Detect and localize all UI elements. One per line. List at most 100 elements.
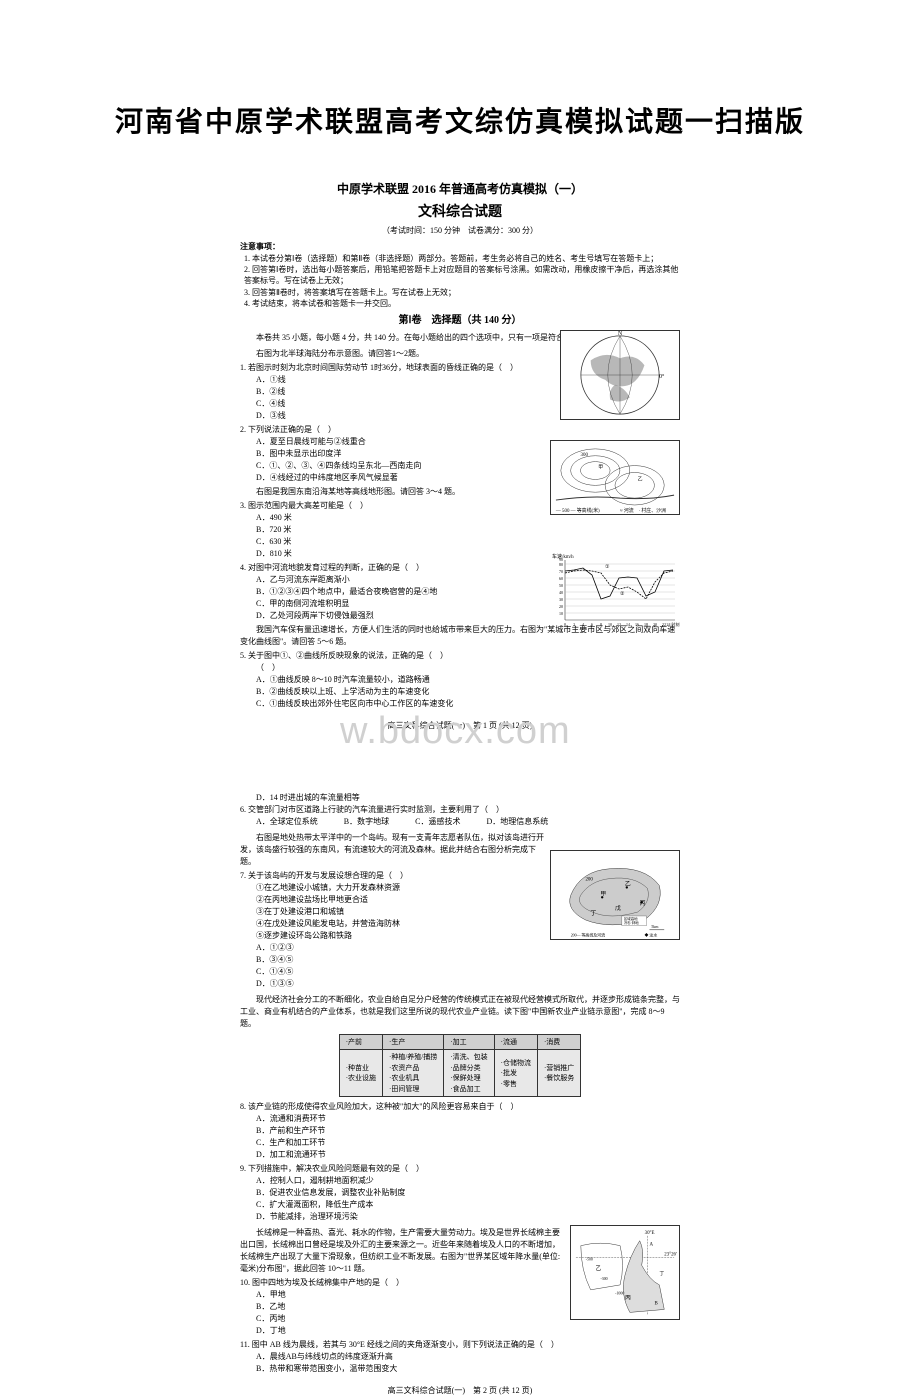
question-7: 7. 关于该岛屿的开发与发展设想合理的是（ ） ①在乙地建设小城镇，大力开发森林… <box>240 870 680 990</box>
q7-stem: 7. 关于该岛屿的开发与发展设想合理的是（ ） <box>240 870 680 882</box>
svg-text:16: 16 <box>635 622 639 627</box>
svg-text:20: 20 <box>653 622 657 627</box>
svg-text:车速/km/h: 车速/km/h <box>552 553 574 560</box>
q8-a: A．流通和消费环节 <box>256 1113 460 1125</box>
svg-text:8: 8 <box>600 622 602 627</box>
q9-b: B．促进农业信息发展，调整农业补贴制度 <box>256 1187 460 1199</box>
th-4: ·流通 <box>494 1034 537 1050</box>
svg-text:-500: -500 <box>586 1258 593 1262</box>
speed-chart: 车速/km/h 102030 405060 708090 024 6810 12… <box>550 550 680 630</box>
q3-c: C．630 米 <box>256 536 460 548</box>
q11-a: A．晨线AB与纬线切点的纬度逐渐升高 <box>256 1351 460 1363</box>
svg-text:40: 40 <box>559 590 563 595</box>
exam-page-1: 中原学术联盟 2016 年普通高考仿真模拟（一） 文科综合试题 （考试时间：15… <box>240 180 680 732</box>
th-1: ·产前 <box>339 1034 382 1050</box>
svg-text:60: 60 <box>559 576 563 581</box>
q1-stem: 1. 若图示时刻为北京时间国际劳动节 1时36分，地球表面的昏线正确的是（ ） <box>240 362 680 374</box>
exam-subject: 文科综合试题 <box>240 202 680 223</box>
q11-stem: 11. 图中 AB 线为晨线，若其与 30°E 经线之间的夹角逐渐变小，则下列说… <box>240 1339 680 1351</box>
svg-text:乙: 乙 <box>638 475 643 482</box>
th-3: ·加工 <box>444 1034 494 1050</box>
q5-stem: 5. 关于图中①、②曲线所反映现象的说法，正确的是（ ） <box>240 650 680 662</box>
notice-3: 3. 回答第Ⅱ卷时，将答案填写在答题卡上。写在试卷上无效； <box>244 287 680 298</box>
q5-b: B．②曲线反映以上班、上学活动为主的车速变化 <box>256 686 680 698</box>
question-1: 1. 若图示时刻为北京时间国际劳动节 1时36分，地球表面的昏线正确的是（ ） … <box>240 362 680 422</box>
svg-text:甲: 甲 <box>598 465 603 471</box>
svg-text:90: 90 <box>559 557 563 562</box>
page-2-footer: 高三文科综合试题(一) 第 2 页 (共 12 页) <box>240 1385 680 1397</box>
q6-a: A．全球定位系统 <box>256 816 318 828</box>
th-5: ·消费 <box>537 1034 580 1050</box>
svg-text:80: 80 <box>559 562 563 567</box>
q1-c: C．④线 <box>256 398 460 410</box>
svg-text:50: 50 <box>559 583 563 588</box>
svg-text:A: A <box>650 1243 654 1248</box>
section-1-title: 第Ⅰ卷 选择题（共 140 分） <box>240 313 680 328</box>
q3-a: A．490 米 <box>256 512 460 524</box>
notice-4: 4. 考试结束，将本试卷和答题卡一并交回。 <box>244 298 680 309</box>
svg-text:22: 22 <box>662 622 666 627</box>
q5-d: D．14 时进出城的车流量相等 <box>256 792 680 804</box>
q10-stem: 10. 图中四地为埃及长绒棉集中产地的是（ ） <box>240 1277 680 1289</box>
q5-c: C．①曲线反映出郊外住宅区向市中心工作区的车速变化 <box>256 698 680 710</box>
svg-text:18: 18 <box>644 622 648 627</box>
svg-text:23°26': 23°26' <box>664 1253 677 1258</box>
svg-text:②: ② <box>620 591 625 597</box>
q8-stem: 8. 该产业链的形成使得农业风险加大，这种被"加大"的风险更容易来自于（ ） <box>240 1101 680 1113</box>
q7-a: A．①②③ <box>256 942 460 954</box>
svg-text:12: 12 <box>617 622 621 627</box>
question-9: 9. 下列措施中，解决农业风险问题最有效的是（ ） A．控制人口，遏制耕地面积减… <box>240 1163 680 1223</box>
q3-b: B．720 米 <box>256 524 460 536</box>
td-5: ·营销推广 ·餐饮服务 <box>537 1050 580 1097</box>
notice-2: 2. 回答第Ⅰ卷时，选出每小题答案后，用铅笔把答题卡上对应题目的答案标号涂黑。如… <box>244 264 680 286</box>
svg-text:20: 20 <box>559 604 563 609</box>
q1-a: A．①线 <box>256 374 460 386</box>
q7-opt1: ①在乙地建设小城镇，大力开发森林资源 <box>256 882 680 894</box>
q6-d: D．地理信息系统 <box>486 816 548 828</box>
q9-stem: 9. 下列措施中，解决农业风险问题最有效的是（ ） <box>240 1163 680 1175</box>
svg-text:6: 6 <box>591 622 593 627</box>
svg-text:①: ① <box>605 564 610 570</box>
td-4: ·仓储物流 ·批发 ·零售 <box>494 1050 537 1097</box>
q3-stem: 3. 图示范围内最大高差可能是（ ） <box>240 500 680 512</box>
main-title: 河南省中原学术联盟高考文综仿真模拟试题一扫描版 <box>60 100 860 140</box>
industry-chain-table: ·产前 ·生产 ·加工 ·流通 ·消费 ·种苗业 ·农业设施 ·种植/养殖/捕捞… <box>339 1034 582 1098</box>
q7-b: B．③④⑤ <box>256 954 460 966</box>
question-8: 8. 该产业链的形成使得农业风险加大，这种被"加大"的风险更容易来自于（ ） A… <box>240 1101 680 1161</box>
q7-opt3: ③在丁处建设港口和城镇 <box>256 906 680 918</box>
question-5: 5. 关于图中①、②曲线所反映现象的说法，正确的是（ ） （ ） A．①曲线反映… <box>240 650 680 710</box>
svg-text:10: 10 <box>608 622 612 627</box>
q9-c: C．扩大灌溉面积，降低生产成本 <box>256 1199 460 1211</box>
question-11: 11. 图中 AB 线为晨线，若其与 30°E 经线之间的夹角逐渐变小，则下列说… <box>240 1339 680 1375</box>
q10-c: C．丙地 <box>256 1313 460 1325</box>
exam-header: 中原学术联盟 2016 年普通高考仿真模拟（一） <box>240 180 680 198</box>
q7-opt4: ④在戊处建设风能发电站，并营造海防林 <box>256 918 680 930</box>
q10-b: B．乙地 <box>256 1301 460 1313</box>
context-q8-9: 现代经济社会分工的不断细化，农业自给自足分户经营的传统模式正在被现代经营模式所取… <box>240 994 680 1030</box>
question-10: 10. 图中四地为埃及长绒棉集中产地的是（ ） A．甲地 B．乙地 C．丙地 D… <box>240 1277 680 1337</box>
svg-text:30°E: 30°E <box>645 1231 655 1236</box>
question-6: 6. 交管部门对市区道路上行驶的汽车流量进行实时监测，主要利用了（ ） A．全球… <box>240 804 680 828</box>
th-2: ·生产 <box>383 1034 444 1050</box>
svg-text:24 时刻: 24 时刻 <box>667 621 680 627</box>
q8-b: B．产前和生产环节 <box>256 1125 460 1137</box>
svg-text:0: 0 <box>564 622 566 627</box>
q10-d: D．丁地 <box>256 1325 460 1337</box>
svg-text:70: 70 <box>559 569 563 574</box>
svg-text:14: 14 <box>626 622 630 627</box>
q6-stem: 6. 交管部门对市区道路上行驶的汽车流量进行实时监测，主要利用了（ ） <box>240 804 680 816</box>
svg-text:300: 300 <box>581 453 589 458</box>
q7-d: D．①③⑤ <box>256 978 460 990</box>
q9-d: D．节能减排，治理环境污染 <box>256 1211 460 1223</box>
q7-opt5: ⑤逐步建设环岛公路和铁路 <box>256 930 680 942</box>
svg-text:30: 30 <box>559 597 563 602</box>
svg-text:4: 4 <box>582 622 584 627</box>
q7-opt2: ②在丙地建设盐场比甲地更合适 <box>256 894 680 906</box>
td-3: ·清洗、包装 ·品牌分类 ·保鲜处理 ·食品加工 <box>444 1050 494 1097</box>
q5-a: A．①曲线反映 8～10 时汽车流量较小，道路畅通 <box>256 674 680 686</box>
q6-c: C．遥感技术 <box>415 816 460 828</box>
watermark: w.bdocx.com <box>340 710 571 753</box>
svg-text:2: 2 <box>573 622 575 627</box>
q7-c: C．①④⑤ <box>256 966 460 978</box>
q8-c: C．生产和加工环节 <box>256 1137 460 1149</box>
